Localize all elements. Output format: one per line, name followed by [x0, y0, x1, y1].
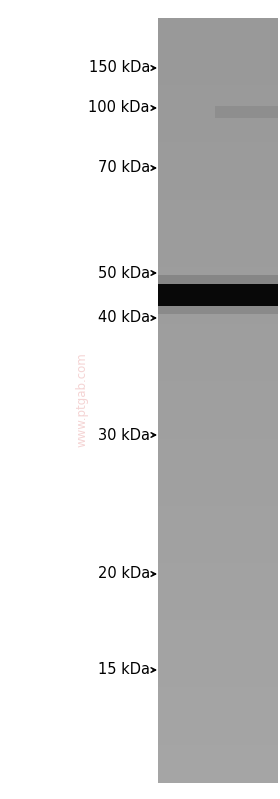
Bar — [158, 487, 278, 496]
Bar — [158, 649, 278, 658]
Bar — [158, 573, 278, 582]
Bar — [158, 229, 278, 238]
Bar — [158, 725, 278, 735]
Bar — [158, 515, 278, 525]
Bar — [158, 171, 278, 181]
Bar — [158, 658, 278, 668]
Bar — [158, 381, 278, 391]
Bar — [158, 735, 278, 745]
Bar — [158, 104, 278, 113]
Bar — [158, 668, 278, 678]
Bar — [158, 248, 278, 257]
Bar — [158, 592, 278, 602]
Bar — [158, 113, 278, 123]
Bar — [158, 372, 278, 381]
Text: 50 kDa: 50 kDa — [98, 265, 150, 280]
Bar — [158, 305, 278, 314]
Bar — [158, 284, 278, 306]
Bar — [158, 362, 278, 372]
Bar — [158, 525, 278, 535]
Bar — [158, 181, 278, 190]
Bar — [158, 209, 278, 219]
Bar — [158, 458, 278, 467]
Bar — [158, 343, 278, 352]
Bar — [158, 142, 278, 152]
Text: 20 kDa: 20 kDa — [98, 566, 150, 582]
Bar — [158, 535, 278, 544]
Bar — [215, 106, 278, 118]
Text: 150 kDa: 150 kDa — [89, 61, 150, 75]
Bar — [158, 257, 278, 267]
Bar — [158, 429, 278, 439]
Bar — [158, 506, 278, 515]
Bar — [158, 46, 278, 56]
Bar — [158, 275, 278, 284]
Bar — [158, 544, 278, 554]
Bar — [158, 315, 278, 324]
Bar — [158, 18, 278, 27]
Bar — [158, 439, 278, 448]
Bar — [158, 85, 278, 94]
Bar — [158, 219, 278, 229]
Bar — [158, 305, 278, 315]
Bar — [158, 133, 278, 142]
Bar — [158, 630, 278, 639]
Bar — [158, 716, 278, 725]
Bar — [158, 276, 278, 286]
Bar — [158, 697, 278, 706]
Bar — [158, 764, 278, 773]
Bar — [158, 190, 278, 200]
Bar — [158, 687, 278, 697]
Bar — [158, 324, 278, 333]
Bar — [158, 467, 278, 477]
Bar — [158, 152, 278, 161]
Bar — [158, 27, 278, 37]
Bar — [158, 773, 278, 783]
Bar — [158, 602, 278, 611]
Text: 15 kDa: 15 kDa — [98, 662, 150, 678]
Text: 70 kDa: 70 kDa — [98, 161, 150, 176]
Bar — [158, 582, 278, 592]
Text: 40 kDa: 40 kDa — [98, 311, 150, 325]
Bar — [158, 448, 278, 458]
Bar — [158, 37, 278, 46]
Bar — [158, 496, 278, 506]
Bar — [158, 94, 278, 104]
Text: 30 kDa: 30 kDa — [98, 427, 150, 443]
Bar — [158, 410, 278, 419]
Bar — [158, 66, 278, 75]
Bar — [158, 56, 278, 66]
Bar — [158, 333, 278, 343]
Bar — [158, 75, 278, 85]
Bar — [158, 296, 278, 305]
Text: 100 kDa: 100 kDa — [88, 101, 150, 116]
Bar — [158, 639, 278, 649]
Bar — [158, 611, 278, 621]
Bar — [158, 200, 278, 209]
Bar — [158, 391, 278, 400]
Bar — [158, 621, 278, 630]
Text: www.ptgab.com: www.ptgab.com — [76, 352, 88, 447]
Bar — [158, 419, 278, 429]
Bar — [158, 352, 278, 362]
Bar — [158, 123, 278, 133]
Bar — [158, 706, 278, 716]
Bar — [158, 161, 278, 171]
Bar — [158, 400, 278, 410]
Bar — [158, 745, 278, 754]
Bar — [158, 554, 278, 563]
Bar — [158, 754, 278, 764]
Bar — [158, 678, 278, 687]
Bar — [158, 238, 278, 248]
Bar — [158, 286, 278, 296]
Bar — [158, 267, 278, 276]
Bar — [158, 563, 278, 573]
Bar — [158, 477, 278, 487]
